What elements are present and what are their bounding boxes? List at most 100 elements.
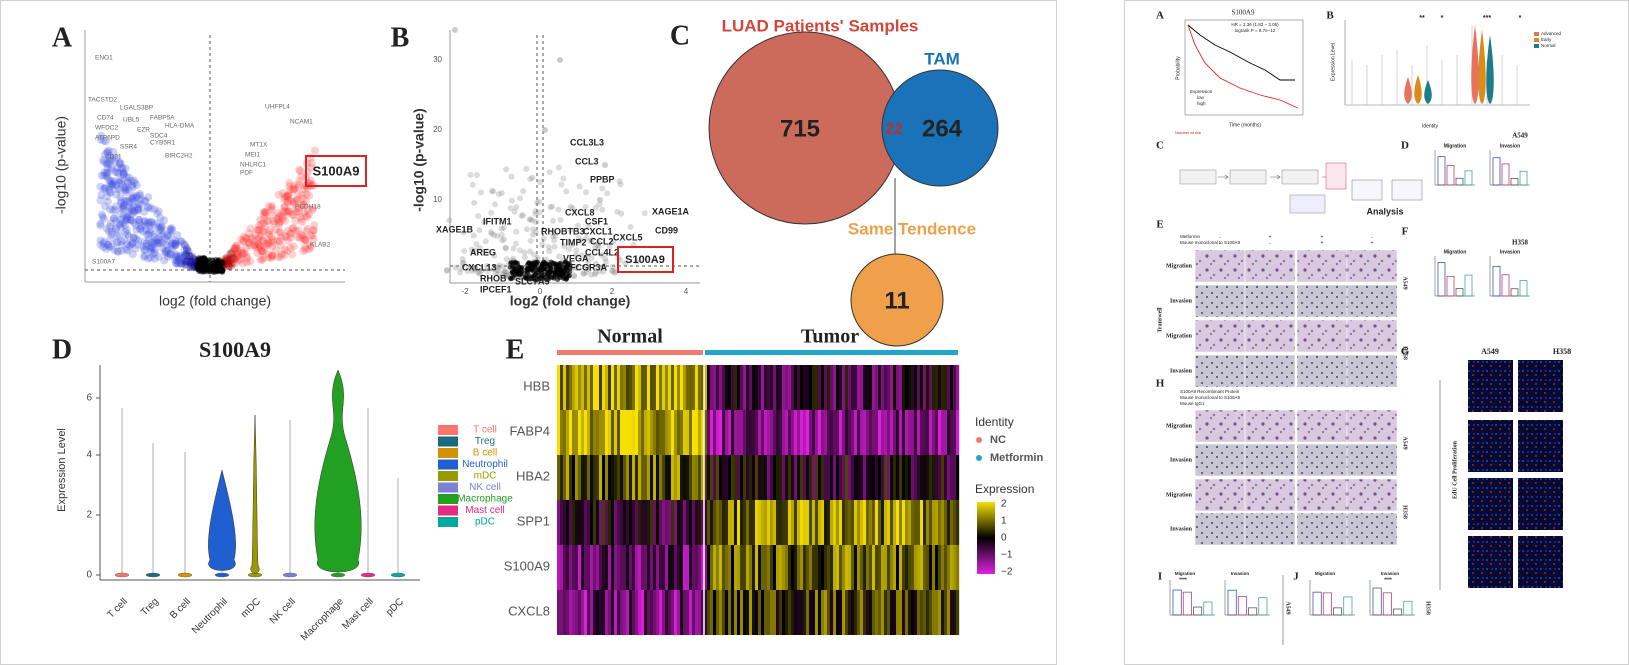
panel-label: D — [52, 334, 72, 365]
point — [527, 237, 534, 244]
point — [259, 247, 268, 256]
point — [301, 243, 310, 252]
point — [163, 236, 172, 245]
heat-cell — [632, 500, 636, 545]
point — [260, 243, 269, 252]
heat-cell — [707, 410, 711, 455]
heat-cell — [722, 455, 726, 500]
point — [300, 185, 309, 194]
heat-cell — [605, 410, 609, 455]
point — [133, 205, 142, 214]
point — [115, 219, 124, 228]
micrograph — [1346, 284, 1398, 318]
heat-cell — [896, 455, 900, 500]
point — [229, 254, 238, 263]
point — [261, 222, 270, 231]
heat-cell — [845, 455, 849, 500]
point — [517, 272, 523, 278]
point — [298, 217, 307, 226]
point — [307, 163, 316, 172]
heat-cell — [863, 500, 867, 545]
point — [551, 229, 558, 236]
point — [115, 231, 124, 240]
point — [280, 245, 289, 254]
point — [121, 196, 130, 205]
point — [283, 207, 292, 216]
point — [276, 217, 285, 226]
point — [523, 275, 529, 281]
heat-cell — [626, 590, 630, 635]
heat-cell — [614, 365, 618, 410]
point — [533, 218, 540, 225]
point — [106, 222, 115, 231]
heat-cell — [677, 455, 681, 500]
heat-cell — [641, 545, 645, 590]
heat-cell — [878, 545, 882, 590]
point — [101, 183, 110, 192]
heat-cell — [725, 410, 729, 455]
heat-cell — [728, 590, 732, 635]
point — [122, 197, 131, 206]
heat-cell — [923, 455, 927, 500]
heat-cell — [572, 365, 576, 410]
point — [471, 199, 478, 206]
set-count: 264 — [922, 115, 963, 142]
point — [125, 203, 134, 212]
heat-cell — [788, 455, 792, 500]
point — [555, 277, 561, 283]
point — [290, 197, 299, 206]
point — [185, 252, 194, 261]
heat-cell — [665, 500, 669, 545]
heat-cell — [920, 455, 924, 500]
point — [239, 249, 248, 258]
heat-cell — [791, 365, 795, 410]
point — [131, 221, 140, 230]
heat-cell — [839, 545, 843, 590]
violin-base — [390, 572, 406, 578]
point — [301, 197, 310, 206]
heat-cell — [590, 590, 594, 635]
heat-cell — [866, 455, 870, 500]
row-label: Invasion — [1170, 368, 1193, 374]
heat-cell — [860, 500, 864, 545]
point — [255, 242, 264, 251]
point — [184, 247, 193, 256]
heat-cell — [596, 500, 600, 545]
point — [502, 245, 509, 252]
point — [113, 247, 122, 256]
gene-label: UHFPL4 — [265, 104, 290, 111]
heat-cell — [881, 455, 885, 500]
heat-cell — [617, 590, 621, 635]
point — [97, 190, 106, 199]
point — [303, 205, 312, 214]
point — [609, 268, 616, 275]
violin — [1478, 30, 1486, 104]
heat-cell — [770, 590, 774, 635]
point — [513, 204, 520, 211]
mini-bar — [1182, 591, 1192, 616]
heat-cell — [887, 455, 891, 500]
heat-cell — [557, 455, 561, 500]
mini-bar — [1455, 177, 1464, 186]
heat-cell — [560, 545, 564, 590]
point — [256, 242, 265, 251]
point — [108, 206, 117, 215]
point — [112, 224, 121, 233]
point — [532, 208, 539, 215]
heat-cell — [824, 590, 828, 635]
micrograph — [1468, 420, 1513, 472]
heat-cell — [797, 590, 801, 635]
point — [523, 166, 530, 173]
point — [298, 201, 307, 210]
heat-cell — [842, 545, 846, 590]
point — [116, 159, 125, 168]
point — [188, 258, 197, 267]
gene-label: CCL2 — [590, 236, 614, 246]
point — [288, 211, 297, 220]
heat-cell — [752, 365, 756, 410]
heat-cell — [905, 455, 909, 500]
panel-label: F — [1402, 226, 1409, 238]
legend-title: Expression — [975, 482, 1034, 496]
heat-cell — [902, 545, 906, 590]
point — [232, 242, 241, 251]
